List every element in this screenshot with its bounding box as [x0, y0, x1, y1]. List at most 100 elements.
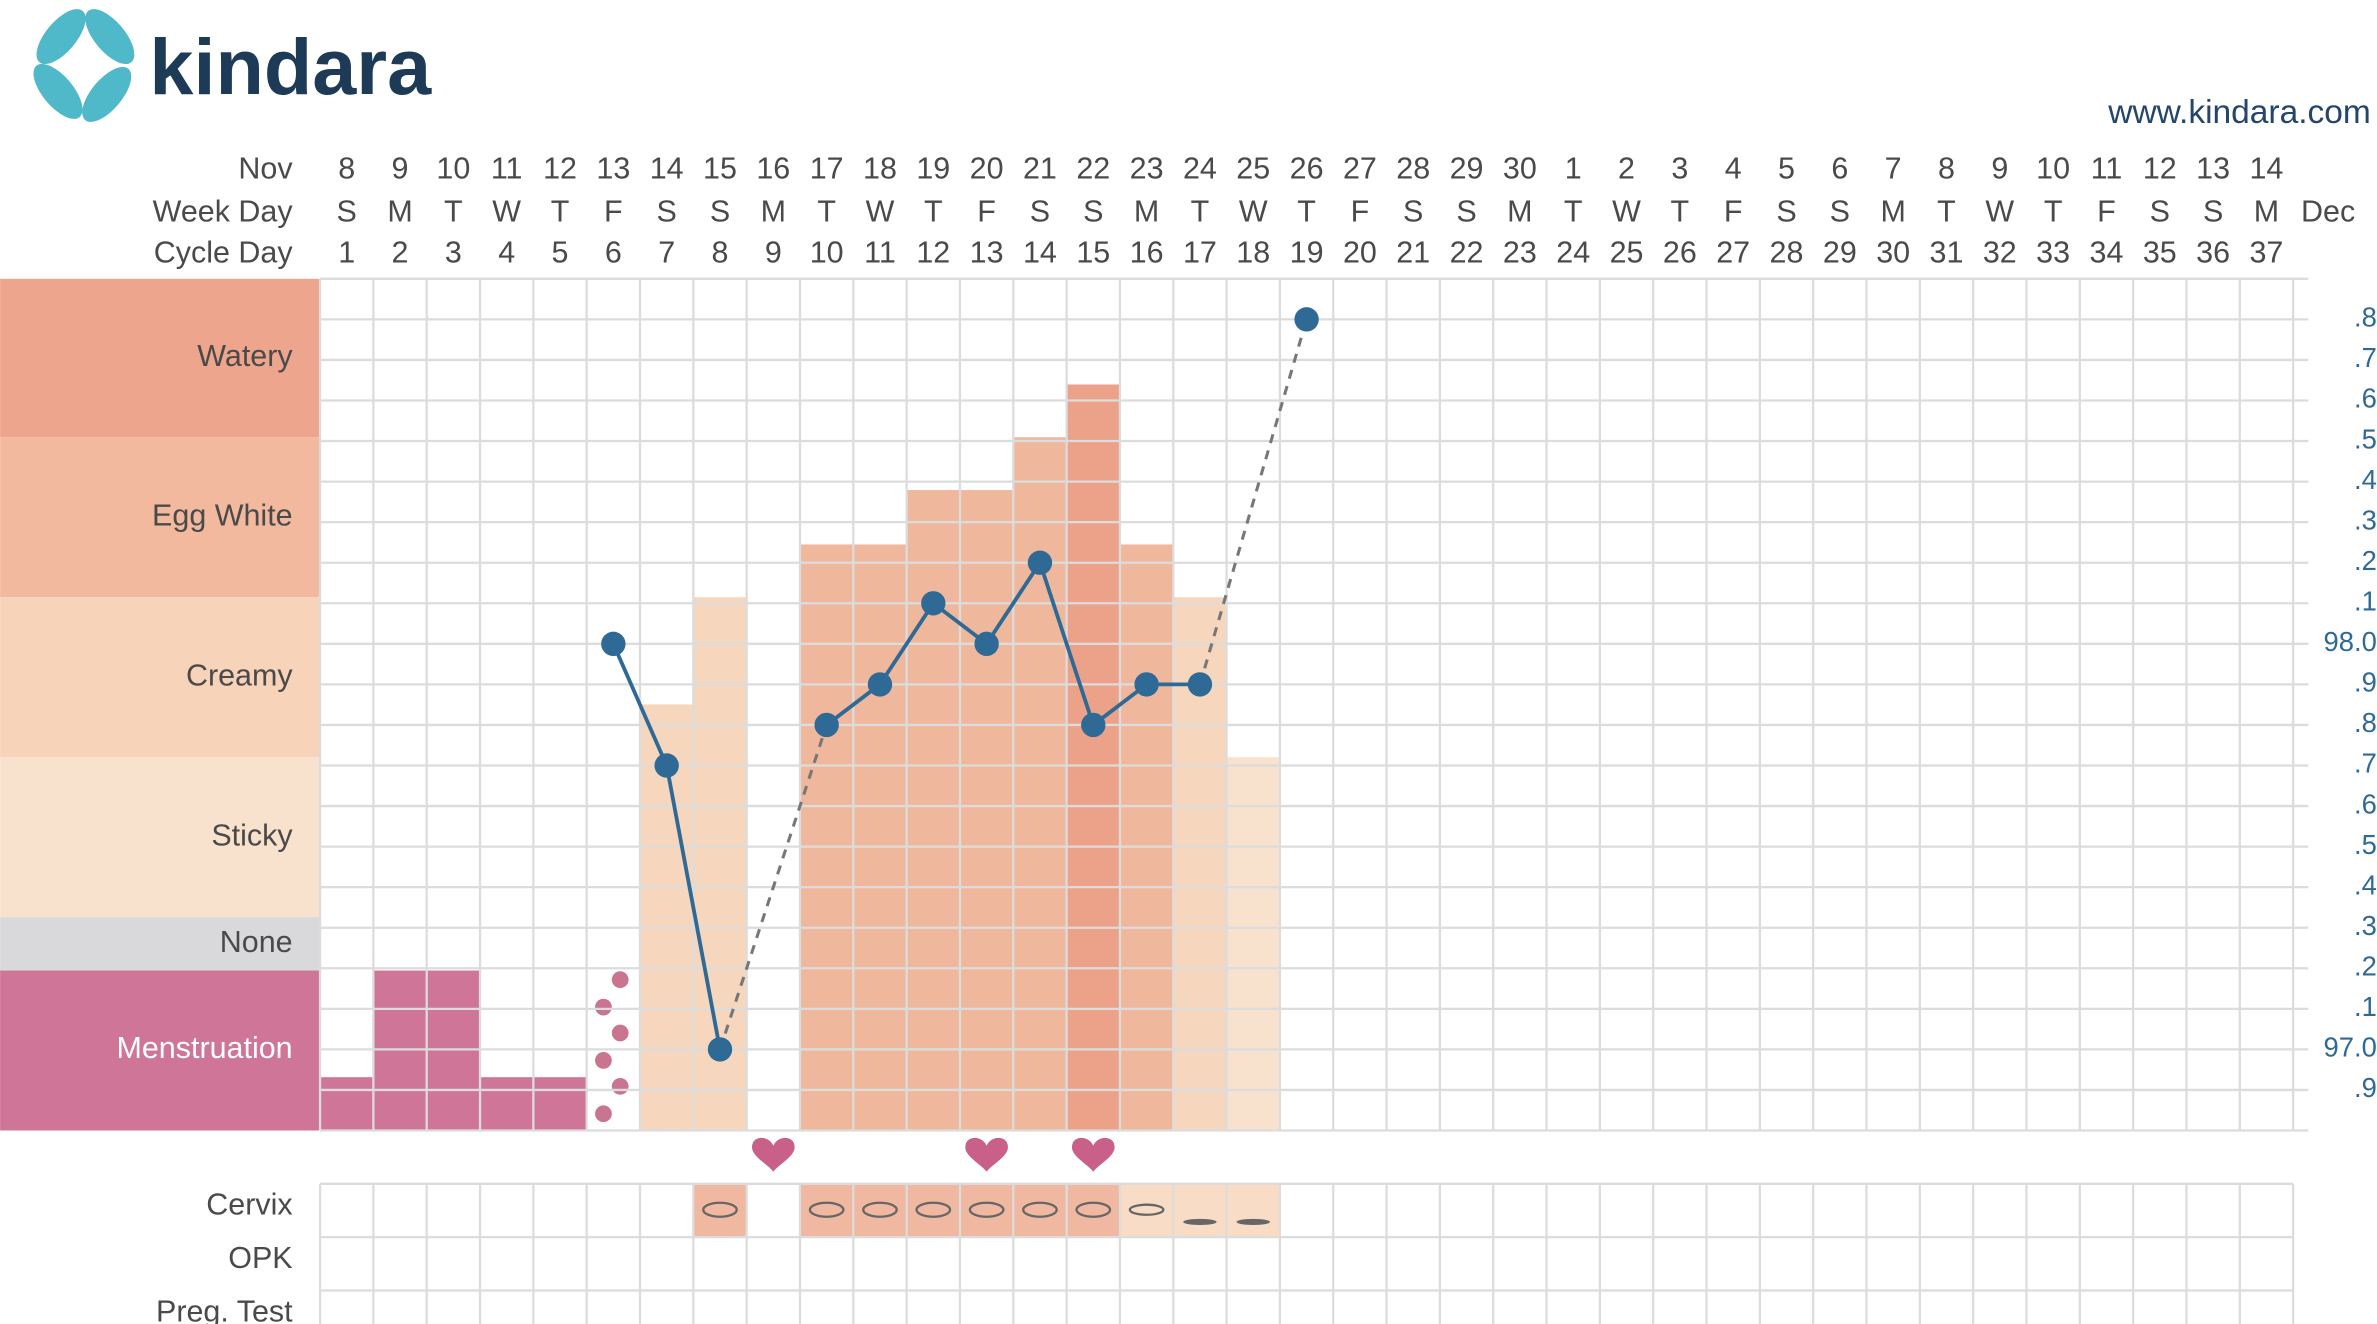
band-label-bg	[0, 917, 321, 971]
date-label: 12	[2143, 152, 2177, 186]
date-label: 5	[1778, 152, 1795, 186]
cycle-day-label: 14	[1023, 235, 1057, 269]
cycle-day-label: 25	[1610, 235, 1644, 269]
weekday-label: W	[1612, 194, 1641, 228]
date-label: 19	[916, 152, 950, 186]
band-label-bg	[0, 757, 321, 918]
cycle-day-label: 20	[1343, 235, 1377, 269]
weekday-label: M	[1507, 194, 1532, 228]
spotting-dot	[611, 1077, 629, 1095]
date-label: 17	[810, 152, 844, 186]
fluid-bar	[1226, 757, 1280, 1131]
date-label: 12	[543, 152, 577, 186]
date-label: 13	[596, 152, 630, 186]
weekday-label: S	[2203, 194, 2223, 228]
y-tick-label: .6	[2354, 383, 2377, 414]
temp-point	[1027, 550, 1053, 575]
cycle-day-label: 28	[1770, 235, 1804, 269]
y-tick-label: 98.0	[2324, 626, 2377, 657]
date-label: 22	[1076, 152, 1110, 186]
y-tick-label: .2	[2354, 951, 2377, 982]
cervix-cell	[906, 1183, 960, 1238]
cervix-cell	[1173, 1183, 1227, 1238]
weekday-label: W	[1985, 194, 2014, 228]
cycle-day-label: 35	[2143, 235, 2177, 269]
menstruation-bar	[480, 1077, 534, 1131]
row-label: OPK	[228, 1241, 292, 1275]
band-label: Sticky	[211, 818, 293, 852]
date-label: 4	[1725, 152, 1742, 186]
weekday-label: T	[1671, 194, 1690, 228]
date-label: 14	[2249, 152, 2283, 186]
cycle-day-label: 29	[1823, 235, 1857, 269]
cycle-day-label: 6	[605, 235, 622, 269]
weekday-label: T	[551, 194, 570, 228]
cervix-cell	[1119, 1183, 1174, 1238]
cervix-icon	[1128, 1203, 1165, 1216]
cycle-day-label: 34	[2090, 235, 2124, 269]
weekday-label: M	[1134, 194, 1159, 228]
cycle-day-label: 3	[445, 235, 462, 269]
weekday-label: T	[924, 194, 943, 228]
cervix-cell	[853, 1183, 907, 1238]
temp-point	[654, 753, 679, 778]
weekday-label: S	[1830, 194, 1850, 228]
row-label: Cervix	[206, 1188, 292, 1222]
band-label-bg	[0, 970, 321, 1131]
band-label-bg	[0, 597, 321, 758]
band-label-bg	[0, 437, 321, 598]
date-label: 14	[650, 152, 684, 186]
y-tick-label: .1	[2354, 586, 2377, 617]
temp-gap-line	[1198, 318, 1309, 685]
y-tick-label: .9	[2354, 667, 2377, 698]
weekday-label: S	[657, 194, 677, 228]
cycle-day-label: 2	[392, 235, 409, 269]
y-tick-label: .3	[2354, 910, 2377, 941]
logo-icon	[33, 9, 135, 122]
cervix-icon	[915, 1201, 952, 1218]
date-label: 26	[1290, 152, 1324, 186]
weekday-label: S	[1456, 194, 1476, 228]
date-label: 1	[1565, 152, 1582, 186]
weekday-label: T	[1564, 194, 1583, 228]
cervix-icon	[1022, 1201, 1058, 1218]
spotting-dot	[595, 1052, 612, 1069]
temp-point	[1134, 672, 1159, 697]
cervix-cell	[799, 1183, 854, 1238]
date-label: 28	[1396, 152, 1430, 186]
cervix-bg	[959, 1183, 1014, 1238]
cycle-day-label: 22	[1450, 235, 1484, 269]
cycle-day-label: 37	[2249, 235, 2283, 269]
spotting-dot	[595, 1105, 612, 1123]
menstruation-bar	[320, 1077, 374, 1131]
y-tick-label: .5	[2354, 829, 2377, 860]
weekday-label: W	[866, 194, 895, 228]
spotting-dot	[611, 971, 629, 989]
cervix-icon	[702, 1201, 738, 1218]
cervix-bg	[853, 1183, 907, 1238]
weekday-label: S	[337, 194, 357, 228]
menstruation-bar	[533, 1077, 587, 1131]
row-label: Preg. Test	[156, 1294, 293, 1324]
date-label: 21	[1023, 152, 1057, 186]
weekday-label: T	[444, 194, 463, 228]
fluid-bar	[799, 544, 854, 1131]
date-label: 24	[1183, 152, 1217, 186]
cervix-icon	[1183, 1218, 1217, 1225]
heart	[1071, 1137, 1115, 1172]
spotting	[595, 971, 629, 1123]
heart	[751, 1137, 795, 1172]
band-label: Watery	[197, 339, 293, 373]
temp-point	[707, 1037, 733, 1062]
cervix-bg	[1119, 1183, 1174, 1238]
y-tick-label: .4	[2354, 464, 2377, 495]
cervix-bg	[1226, 1183, 1280, 1238]
weekday-label: S	[1083, 194, 1103, 228]
cycle-day-label: 13	[970, 235, 1004, 269]
cycle-day-label: 16	[1130, 235, 1164, 269]
fluid-bar	[1066, 384, 1120, 1131]
temp-point	[1081, 712, 1106, 738]
date-label: 15	[703, 152, 737, 186]
cycle-day-label: 1	[338, 235, 355, 269]
fluid-bar	[906, 490, 960, 1131]
